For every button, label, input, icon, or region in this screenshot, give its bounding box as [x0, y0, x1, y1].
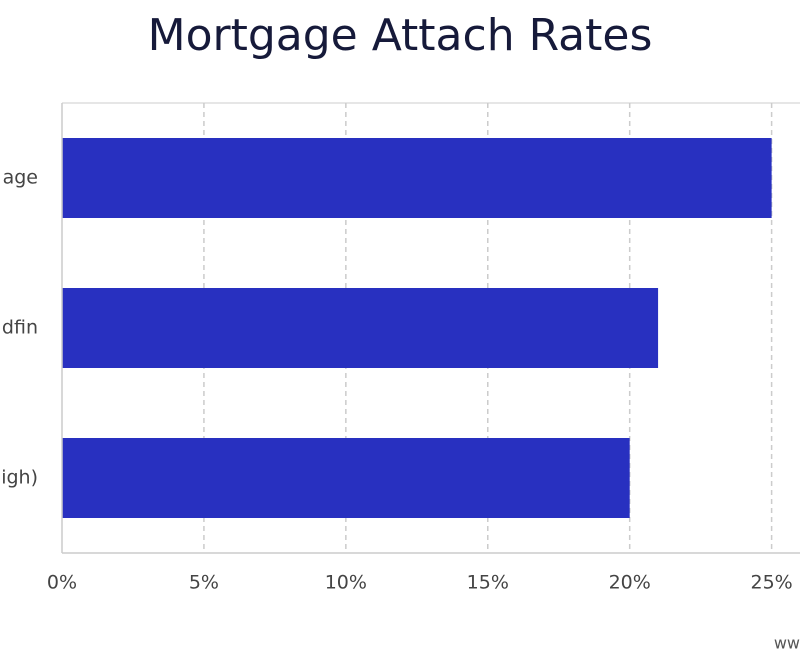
x-tick-label: 20%	[609, 572, 651, 594]
footer: ww	[774, 634, 800, 653]
y-tick-label: dfin	[2, 317, 38, 339]
x-tick-label: 10%	[325, 572, 367, 594]
x-tick-label: 15%	[467, 572, 509, 594]
bar	[62, 438, 630, 518]
x-tick-label: 25%	[750, 572, 792, 594]
x-tick-label: 0%	[47, 572, 77, 594]
bar	[62, 288, 659, 368]
x-tick-label: 5%	[189, 572, 219, 594]
bar	[62, 138, 772, 218]
y-tick-label: age	[3, 167, 38, 189]
y-tick-label: igh)	[1, 467, 38, 489]
chart-title: Mortgage Attach Rates	[148, 10, 653, 61]
